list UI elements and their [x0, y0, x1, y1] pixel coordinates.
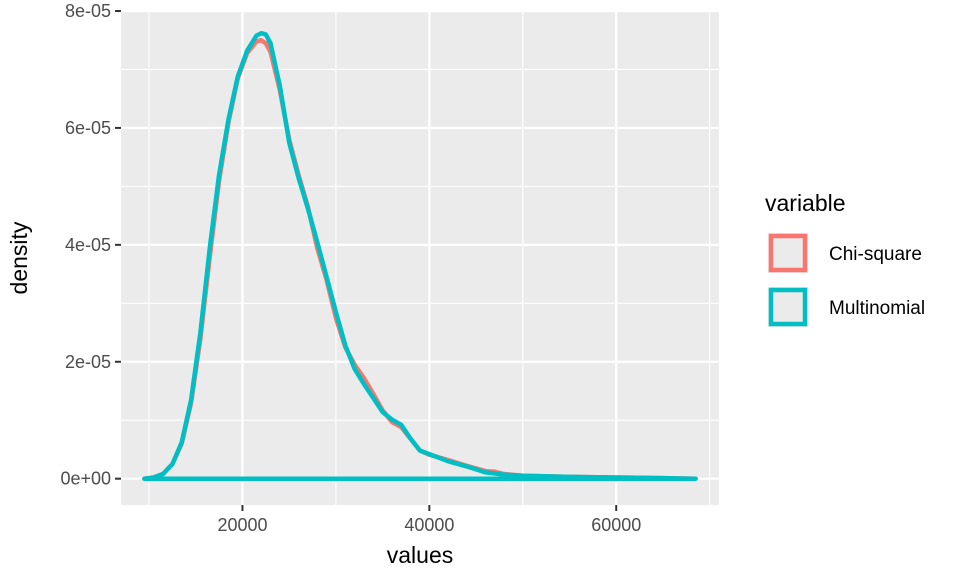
x-axis-title: values [387, 542, 453, 568]
y-tick-label: 6e-05 [65, 118, 111, 138]
legend-label: Chi-square [829, 244, 922, 265]
y-tick-label: 2e-05 [65, 352, 111, 372]
y-tick-label: 4e-05 [65, 235, 111, 255]
x-axis: 20000 40000 60000 [217, 505, 641, 535]
legend-key-bg [768, 233, 808, 273]
series-layer [142, 30, 698, 481]
grid-minor [121, 11, 719, 505]
x-tick-label: 40000 [404, 515, 454, 535]
y-axis-title: density [6, 221, 32, 294]
y-tick-label: 0e+00 [60, 469, 111, 489]
legend: variable Chi-square Multinomial [765, 190, 925, 327]
y-tick-label: 8e-05 [65, 1, 111, 21]
legend-key [768, 287, 808, 327]
y-axis: 0e+00 2e-05 4e-05 6e-05 8e-05 [60, 1, 121, 489]
x-tick-label: 60000 [591, 515, 641, 535]
legend-title: variable [765, 190, 846, 216]
series-line-multinomial [142, 30, 698, 481]
x-tick-label: 20000 [217, 515, 267, 535]
legend-key [768, 233, 808, 273]
legend-key-bg [768, 287, 808, 327]
panel-background [121, 11, 719, 505]
legend-label: Multinomial [829, 298, 925, 319]
